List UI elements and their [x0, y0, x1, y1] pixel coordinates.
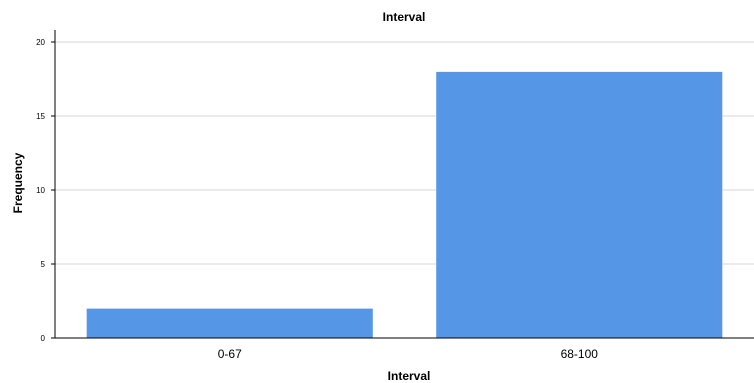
x-tick-label-68-100: 68-100 — [561, 347, 599, 361]
x-tick-labels: 0-67 68-100 — [218, 347, 599, 361]
y-tick-labels: 0 5 10 15 20 — [36, 38, 45, 343]
y-tick-label-20: 20 — [36, 38, 45, 47]
y-axis-label: Frequency — [11, 152, 25, 213]
chart-title: Interval — [383, 10, 426, 24]
x-axis-label: Interval — [388, 369, 431, 383]
bar-0-67 — [86, 308, 374, 339]
axes — [51, 30, 754, 339]
x-tick-label-0-67: 0-67 — [218, 347, 242, 361]
y-tick-label-0: 0 — [41, 334, 46, 343]
y-tick-label-5: 5 — [41, 260, 46, 269]
bars — [86, 71, 723, 339]
y-tick-label-15: 15 — [36, 112, 45, 121]
bar-68-100 — [435, 71, 723, 339]
y-tick-label-10: 10 — [36, 186, 45, 195]
